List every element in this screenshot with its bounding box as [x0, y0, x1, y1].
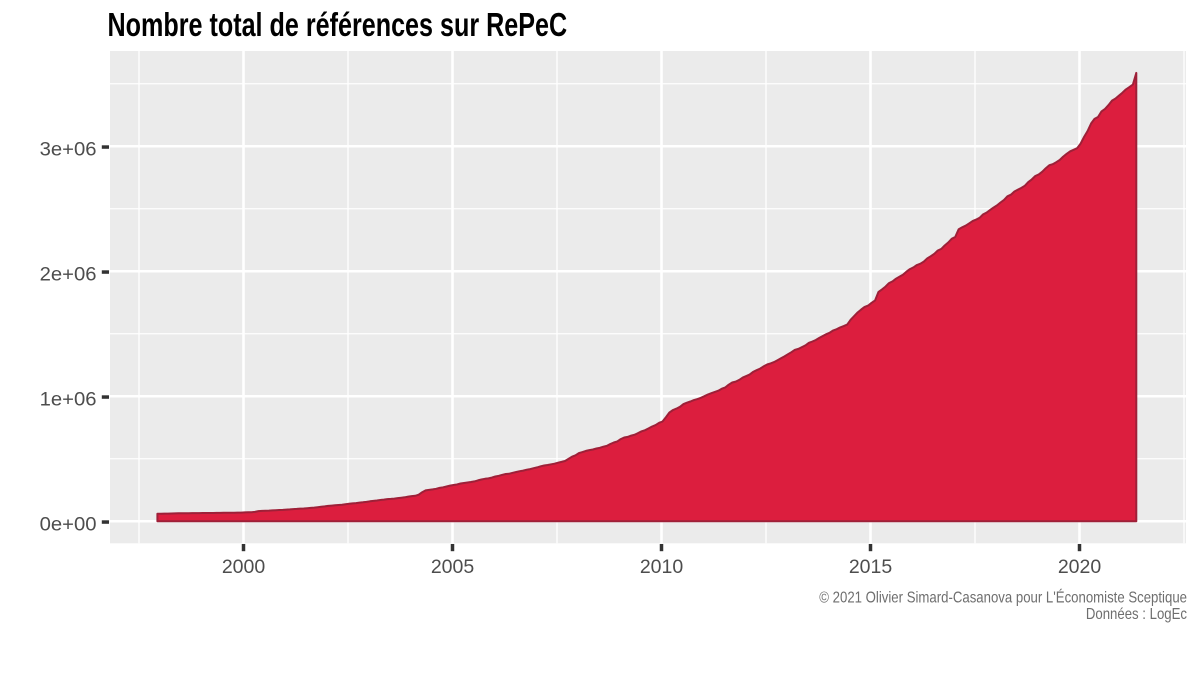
svg-text:2015: 2015: [849, 556, 893, 578]
svg-text:2010: 2010: [640, 556, 684, 578]
svg-text:0e+00: 0e+00: [40, 514, 97, 536]
svg-text:© 2021 Olivier Simard-Casanova: © 2021 Olivier Simard-Casanova pour L'Éc…: [819, 588, 1187, 606]
svg-text:Données : LogEc: Données : LogEc: [1086, 606, 1187, 623]
svg-text:Nombre total de références sur: Nombre total de références sur RePeC: [108, 7, 568, 44]
svg-text:3e+06: 3e+06: [40, 139, 97, 161]
svg-text:2000: 2000: [222, 556, 266, 578]
svg-text:2005: 2005: [431, 556, 475, 578]
svg-text:2020: 2020: [1058, 556, 1102, 578]
svg-text:1e+06: 1e+06: [40, 389, 97, 411]
svg-text:2e+06: 2e+06: [40, 264, 97, 286]
